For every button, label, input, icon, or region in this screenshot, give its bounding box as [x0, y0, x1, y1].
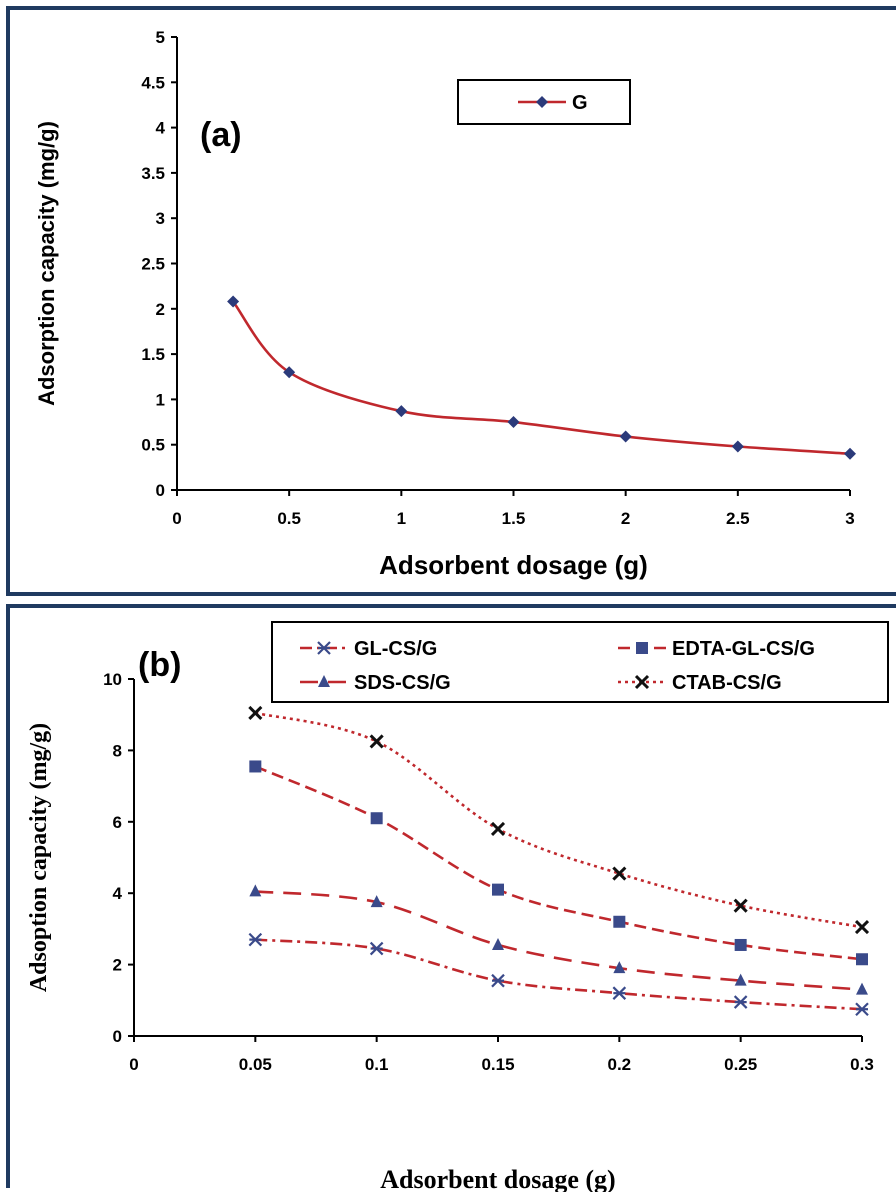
legend-marker: [536, 96, 548, 108]
data-point: [492, 937, 504, 950]
data-point: [507, 416, 520, 429]
series-sds-cs-g: [249, 884, 868, 995]
y-tick-label: 4: [113, 884, 123, 903]
data-point: [249, 884, 262, 897]
y-tick-label: 5: [156, 28, 165, 47]
data-point: [854, 920, 870, 935]
data-point: [613, 961, 626, 974]
x-tick-label: 0.5: [277, 509, 301, 528]
series-edta-gl-cs-g: [249, 760, 868, 966]
data-point: [731, 440, 744, 453]
data-point: [844, 447, 856, 460]
legend-item: EDTA-GL-CS/G: [618, 638, 815, 660]
x-tick-label: 0.3: [850, 1055, 874, 1074]
x-tick-label: 0.05: [239, 1055, 272, 1074]
panel-label: (a): [200, 116, 242, 154]
x-tick-label: 0: [129, 1055, 138, 1074]
x-axis-label: Adsorbent dosage (g): [379, 550, 648, 580]
x-tick-label: 0.15: [481, 1055, 514, 1074]
legend-marker: [317, 641, 331, 655]
data-point: [856, 953, 868, 966]
data-point: [492, 883, 504, 896]
legend-item: GL-CS/G: [300, 638, 437, 660]
data-point: [734, 938, 747, 951]
y-tick-label: 8: [113, 741, 122, 760]
x-tick-label: 1.5: [502, 509, 526, 528]
panel-label: (b): [138, 646, 181, 684]
data-point: [248, 932, 263, 947]
y-tick-label: 3.5: [141, 164, 165, 183]
legend-label: CTAB-CS/G: [672, 672, 782, 694]
y-tick-label: 10: [103, 670, 122, 689]
chart-a-svg: 0 0.5 1 1.5 2 2.5 3 3.5 4 4.5 5 0 0.5 1 1.5 2 2.5 3 Adsorb…: [34, 28, 856, 580]
y-tick-label: 0: [113, 1027, 122, 1046]
data-point: [733, 995, 748, 1009]
data-point: [856, 982, 868, 995]
x-tick-label: 1: [397, 509, 406, 528]
y-axis-label: Adsorption capacity (mg/g): [34, 121, 59, 406]
legend-label: SDS-CS/G: [354, 672, 451, 694]
legend-label: GL-CS/G: [354, 638, 437, 660]
chart-panel-a: 0 0.5 1 1.5 2 2.5 3 3.5 4 4.5 5 0 0.5 1 1.5 2 2.5 3 Adsorb…: [6, 6, 896, 596]
data-point: [369, 734, 384, 749]
chart-panel-b: 0 2 4 6 8 10 0 0.05 0.1 0.15 0.2 0.25 0.3 Adsorbent d…: [6, 604, 896, 1192]
data-point: [490, 821, 506, 837]
series-g: [227, 295, 856, 460]
y-tick-label: 3: [156, 209, 165, 228]
x-tick-label: 2: [621, 509, 630, 528]
series-gl-cs-g: [248, 932, 869, 1017]
legend-marker: [634, 674, 650, 690]
data-point: [227, 295, 240, 308]
data-point: [734, 973, 747, 986]
data-point: [733, 898, 748, 913]
y-tick-label: 1: [156, 390, 165, 409]
series-line: [232, 300, 851, 456]
data-point: [369, 941, 384, 956]
data-point: [283, 366, 296, 379]
legend-item: CTAB-CS/G: [618, 672, 782, 694]
series-line: [255, 711, 863, 929]
y-tick-label: 6: [113, 813, 122, 832]
data-point: [855, 1002, 869, 1017]
x-tick-label: 0.25: [724, 1055, 757, 1074]
y-tick-label: 1.5: [141, 345, 165, 364]
legend: GL-CS/G EDTA-GL-CS/G SDS-CS/G CTAB-CS/G: [271, 621, 889, 703]
x-tick-label: 0.1: [365, 1055, 389, 1074]
x-tick-label: 0.2: [608, 1055, 632, 1074]
data-point: [619, 430, 632, 443]
series-line: [255, 938, 863, 1011]
data-point: [370, 812, 383, 825]
x-tick-label: 3: [845, 509, 854, 528]
y-tick-label: 2: [156, 300, 165, 319]
legend-marker: [636, 642, 648, 654]
data-point: [370, 895, 383, 908]
y-tick-label: 2: [113, 956, 122, 975]
y-axis-label: Adsoption capacity (mg/g): [26, 723, 52, 992]
legend-item: SDS-CS/G: [300, 672, 451, 694]
series-line: [254, 765, 863, 961]
legend-item: G: [518, 92, 588, 114]
data-point: [248, 705, 263, 720]
data-point: [612, 986, 627, 1000]
data-point: [249, 760, 262, 773]
data-point: [612, 866, 627, 881]
x-tick-label: 2.5: [726, 509, 750, 528]
legend: G: [457, 79, 631, 125]
data-point: [613, 915, 626, 928]
x-tick-label: 0: [172, 509, 181, 528]
y-tick-label: 4: [156, 119, 166, 138]
legend-label: G: [572, 92, 588, 114]
legend-label: EDTA-GL-CS/G: [672, 638, 815, 660]
y-tick-label: 0: [156, 481, 165, 500]
legend-box: [271, 621, 889, 703]
data-point: [491, 973, 505, 988]
y-tick-label: 4.5: [141, 73, 165, 92]
data-point: [395, 405, 408, 418]
y-tick-label: 0.5: [141, 436, 165, 455]
series-ctab-cs-g: [248, 705, 870, 935]
legend-marker: [318, 675, 330, 687]
y-tick-label: 2.5: [141, 255, 165, 274]
series-line: [255, 890, 863, 991]
